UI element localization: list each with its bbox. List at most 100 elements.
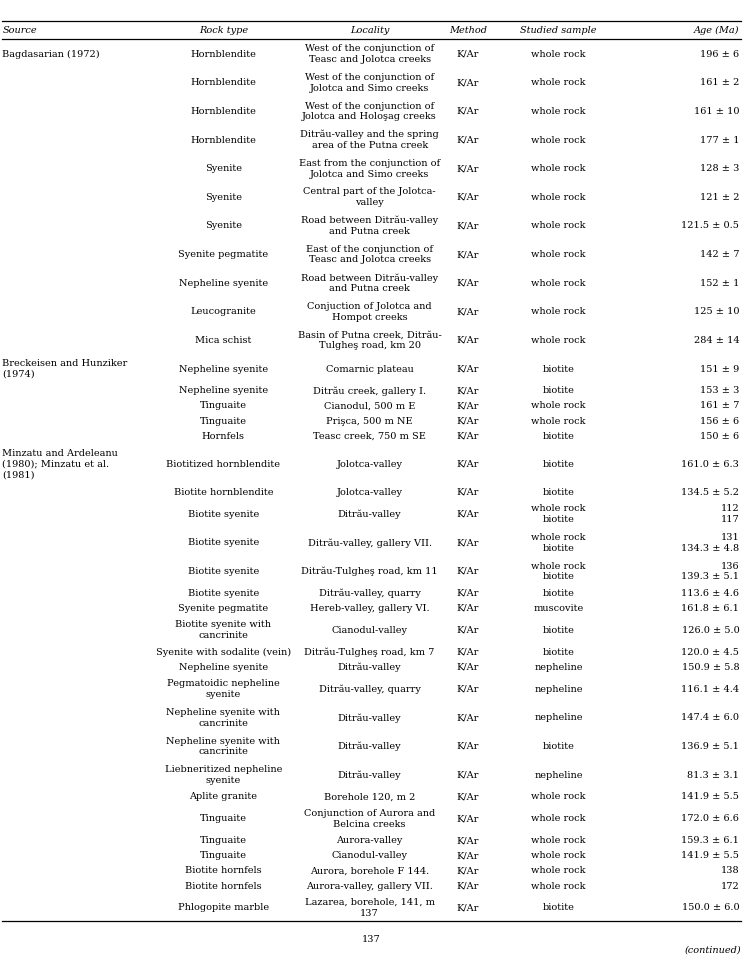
- Text: K/Ar: K/Ar: [456, 335, 479, 344]
- Text: Road between Ditrău-valley
and Putna creek: Road between Ditrău-valley and Putna cre…: [301, 215, 438, 236]
- Text: K/Ar: K/Ar: [456, 417, 479, 425]
- Text: 172: 172: [721, 880, 739, 890]
- Text: whole rock: whole rock: [531, 164, 586, 173]
- Text: muscovite: muscovite: [533, 603, 584, 612]
- Text: 134.5 ± 5.2: 134.5 ± 5.2: [681, 487, 739, 497]
- Text: Hornblendite: Hornblendite: [190, 107, 256, 115]
- Text: K/Ar: K/Ar: [456, 791, 479, 801]
- Text: whole rock: whole rock: [531, 835, 586, 844]
- Text: nepheline: nepheline: [534, 684, 583, 693]
- Text: K/Ar: K/Ar: [456, 603, 479, 612]
- Text: 138: 138: [721, 866, 739, 874]
- Text: 141.9 ± 5.5: 141.9 ± 5.5: [681, 791, 739, 801]
- Text: biotite: biotite: [543, 431, 574, 440]
- Text: Comarnic plateau: Comarnic plateau: [325, 364, 414, 374]
- Text: K/Ar: K/Ar: [456, 307, 479, 316]
- Text: whole rock
biotite: whole rock biotite: [531, 532, 586, 553]
- Text: Teasc creek, 750 m SE: Teasc creek, 750 m SE: [314, 431, 426, 440]
- Text: K/Ar: K/Ar: [456, 431, 479, 440]
- Text: K/Ar: K/Ar: [456, 401, 479, 410]
- Text: Bagdasarian (1972): Bagdasarian (1972): [2, 50, 100, 59]
- Text: K/Ar: K/Ar: [456, 538, 479, 547]
- Text: Hornblendite: Hornblendite: [190, 78, 256, 87]
- Text: Syenite pegmatite: Syenite pegmatite: [178, 249, 268, 259]
- Text: 150 ± 6: 150 ± 6: [700, 431, 739, 440]
- Text: 150.9 ± 5.8: 150.9 ± 5.8: [681, 662, 739, 671]
- Text: Tinguaite: Tinguaite: [200, 401, 247, 410]
- Text: Ditrău-valley, quarry: Ditrău-valley, quarry: [319, 684, 421, 693]
- Text: nepheline: nepheline: [534, 662, 583, 671]
- Text: Nepheline syenite: Nepheline syenite: [179, 662, 267, 671]
- Text: 81.3 ± 3.1: 81.3 ± 3.1: [687, 770, 739, 778]
- Text: biotite: biotite: [543, 364, 574, 374]
- Text: whole rock: whole rock: [531, 866, 586, 874]
- Text: whole rock: whole rock: [531, 135, 586, 145]
- Text: Leucogranite: Leucogranite: [190, 307, 256, 316]
- Text: K/Ar: K/Ar: [456, 193, 479, 201]
- Text: Rock type: Rock type: [198, 26, 248, 35]
- Text: Ditrău-valley: Ditrău-valley: [338, 741, 401, 750]
- Text: K/Ar: K/Ar: [456, 249, 479, 259]
- Text: Biotite hornblendite: Biotite hornblendite: [174, 487, 273, 497]
- Text: biotite: biotite: [543, 460, 574, 468]
- Text: whole rock: whole rock: [531, 279, 586, 288]
- Text: K/Ar: K/Ar: [456, 221, 479, 230]
- Text: whole rock: whole rock: [531, 78, 586, 87]
- Text: Jolotca-valley: Jolotca-valley: [337, 460, 403, 468]
- Text: Mica schist: Mica schist: [195, 335, 251, 344]
- Text: Hereb-valley, gallery VI.: Hereb-valley, gallery VI.: [310, 603, 429, 612]
- Text: biotite: biotite: [543, 487, 574, 497]
- Text: 161 ± 7: 161 ± 7: [700, 401, 739, 410]
- Text: K/Ar: K/Ar: [456, 589, 479, 598]
- Text: biotite: biotite: [543, 647, 574, 656]
- Text: nepheline: nepheline: [534, 713, 583, 722]
- Text: K/Ar: K/Ar: [456, 487, 479, 497]
- Text: Syenite: Syenite: [205, 193, 241, 201]
- Text: whole rock: whole rock: [531, 221, 586, 230]
- Text: Ditrău-valley: Ditrău-valley: [338, 509, 401, 518]
- Text: Cianodul, 500 m E: Cianodul, 500 m E: [324, 401, 415, 410]
- Text: Ditrău-valley, quarry: Ditrău-valley, quarry: [319, 588, 421, 598]
- Text: 136.9 ± 5.1: 136.9 ± 5.1: [681, 741, 739, 750]
- Text: K/Ar: K/Ar: [456, 510, 479, 518]
- Text: Syenite with sodalite (vein): Syenite with sodalite (vein): [156, 647, 291, 656]
- Text: Aurora-valley: Aurora-valley: [337, 835, 403, 844]
- Text: biotite: biotite: [543, 625, 574, 634]
- Text: Prişca, 500 m NE: Prişca, 500 m NE: [326, 417, 413, 425]
- Text: Phlogopite marble: Phlogopite marble: [178, 903, 269, 911]
- Text: Cianodul-valley: Cianodul-valley: [331, 625, 408, 634]
- Text: K/Ar: K/Ar: [456, 460, 479, 468]
- Text: Ditrău-valley and the spring
area of the Putna creek: Ditrău-valley and the spring area of the…: [300, 130, 439, 150]
- Text: Biotite hornfels: Biotite hornfels: [185, 880, 262, 890]
- Text: Minzatu and Ardeleanu
(1980); Minzatu et al.
(1981): Minzatu and Ardeleanu (1980); Minzatu et…: [2, 449, 118, 479]
- Text: Syenite pegmatite: Syenite pegmatite: [178, 603, 268, 612]
- Text: biotite: biotite: [543, 741, 574, 750]
- Text: Conjuction of Jolotca and
Hompot creeks: Conjuction of Jolotca and Hompot creeks: [308, 301, 432, 322]
- Text: Liebneritized nepheline
syenite: Liebneritized nepheline syenite: [165, 765, 282, 784]
- Text: Biotite hornfels: Biotite hornfels: [185, 866, 262, 874]
- Text: West of the conjunction of
Jolotca and Simo creeks: West of the conjunction of Jolotca and S…: [305, 73, 434, 93]
- Text: Ditrău-valley: Ditrău-valley: [338, 662, 401, 672]
- Text: 116.1 ± 4.4: 116.1 ± 4.4: [681, 684, 739, 693]
- Text: biotite: biotite: [543, 386, 574, 395]
- Text: K/Ar: K/Ar: [456, 662, 479, 671]
- Text: 172.0 ± 6.6: 172.0 ± 6.6: [681, 814, 739, 822]
- Text: East of the conjunction of
Teasc and Jolotca creeks: East of the conjunction of Teasc and Jol…: [306, 244, 433, 264]
- Text: K/Ar: K/Ar: [456, 107, 479, 115]
- Text: Nepheline syenite: Nepheline syenite: [179, 386, 267, 395]
- Text: Lazarea, borehole, 141, m
137: Lazarea, borehole, 141, m 137: [305, 897, 435, 916]
- Text: Tinguaite: Tinguaite: [200, 835, 247, 844]
- Text: East from the conjunction of
Jolotca and Simo creeks: East from the conjunction of Jolotca and…: [299, 158, 440, 178]
- Text: 142 ± 7: 142 ± 7: [700, 249, 739, 259]
- Text: Biotite syenite: Biotite syenite: [188, 589, 259, 598]
- Text: K/Ar: K/Ar: [456, 364, 479, 374]
- Text: 153 ± 3: 153 ± 3: [700, 386, 739, 395]
- Text: whole rock: whole rock: [531, 814, 586, 822]
- Text: nepheline: nepheline: [534, 770, 583, 778]
- Text: whole rock: whole rock: [531, 249, 586, 259]
- Text: whole rock: whole rock: [531, 851, 586, 860]
- Text: whole rock: whole rock: [531, 880, 586, 890]
- Text: Cianodul-valley: Cianodul-valley: [331, 851, 408, 860]
- Text: Tinguaite: Tinguaite: [200, 851, 247, 860]
- Text: whole rock: whole rock: [531, 193, 586, 201]
